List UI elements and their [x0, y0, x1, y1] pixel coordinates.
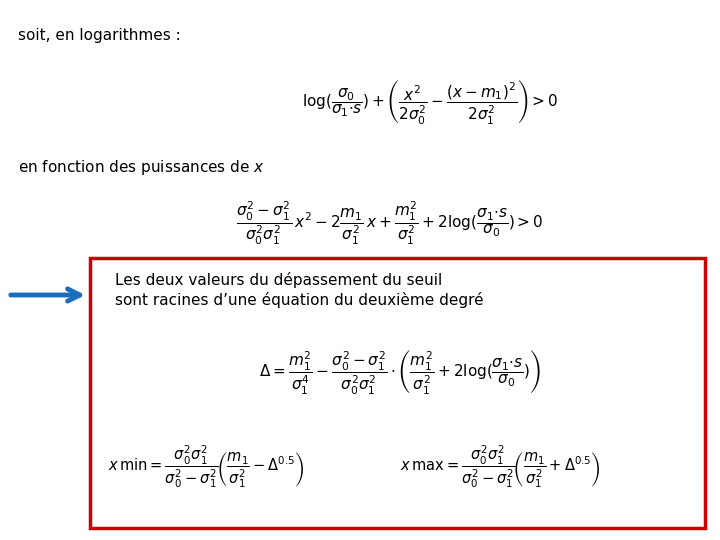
Text: $\Delta = \dfrac{m_1^2}{\sigma_1^4} - \dfrac{\sigma_0^2-\sigma_1^2}{\sigma_0^2\s: $\Delta = \dfrac{m_1^2}{\sigma_1^4} - \d…: [259, 348, 541, 396]
Text: $\dfrac{\sigma_0^2 - \sigma_1^2}{\sigma_0^2 \sigma_1^2}\, x^2 - 2\dfrac{m_1}{\si: $\dfrac{\sigma_0^2 - \sigma_1^2}{\sigma_…: [236, 200, 544, 247]
Text: $x\,\mathrm{min} = \dfrac{\sigma_0^2\sigma_1^2}{\sigma_0^2 - \sigma_1^2}\!\left(: $x\,\mathrm{min} = \dfrac{\sigma_0^2\sig…: [108, 443, 305, 490]
Text: $x\,\mathrm{max} = \dfrac{\sigma_0^2\sigma_1^2}{\sigma_0^2 - \sigma_1^2}\!\left(: $x\,\mathrm{max} = \dfrac{\sigma_0^2\sig…: [400, 443, 601, 490]
Text: en fonction des puissances de $x$: en fonction des puissances de $x$: [18, 158, 265, 177]
Text: sont racines d’une équation du deuxième degré: sont racines d’une équation du deuxième …: [115, 292, 484, 308]
Text: $\mathrm{log}(\dfrac{\sigma_0}{\sigma_1{\cdot}s}) + \left(\dfrac{x^2}{2\sigma_0^: $\mathrm{log}(\dfrac{\sigma_0}{\sigma_1{…: [302, 78, 558, 126]
Text: Les deux valeurs du dépassement du seuil: Les deux valeurs du dépassement du seuil: [115, 272, 442, 288]
Text: soit, en logarithmes :: soit, en logarithmes :: [18, 28, 181, 43]
Bar: [90, 258, 705, 528]
